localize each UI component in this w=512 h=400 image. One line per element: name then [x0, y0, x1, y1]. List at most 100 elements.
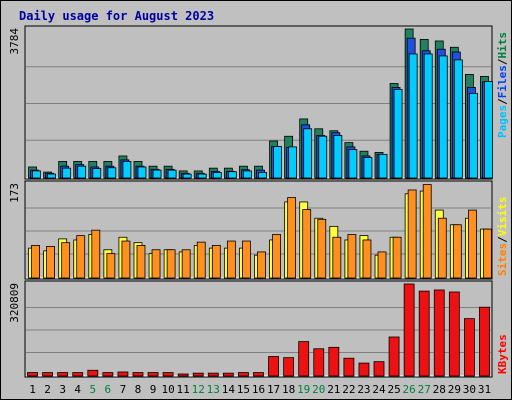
bar-visits-sites-day-12 — [196, 241, 206, 279]
bar-hits-pages-day-26 — [408, 53, 418, 179]
bar-kbytes-kbytes-day-5 — [87, 369, 99, 377]
x-tick-label-day-10: 10 — [161, 383, 174, 396]
bar-hits-pages-day-1 — [32, 170, 41, 179]
bar-kbytes-kbytes-day-13 — [207, 372, 219, 377]
bar-kbytes-kbytes-day-19 — [298, 341, 310, 377]
bar-kbytes-kbytes-day-14 — [222, 372, 234, 377]
bar-kbytes-kbytes-day-16 — [253, 372, 264, 377]
legend-item-files: Files — [496, 65, 509, 98]
bar-visits-sites-day-24 — [377, 251, 387, 279]
legend-item-visits: Visits — [496, 197, 509, 237]
bar-visits-sites-day-18 — [287, 197, 297, 279]
bar-visits-sites-day-17 — [272, 234, 281, 279]
x-tick-label-day-3: 3 — [59, 383, 66, 396]
x-tick-label-day-11: 11 — [177, 383, 190, 396]
bar-kbytes-kbytes-day-6 — [102, 372, 114, 377]
x-tick-label-day-25: 25 — [387, 383, 400, 396]
legend-kbytes: KBytes — [496, 334, 509, 374]
chart-title: Daily usage for August 2023 — [19, 9, 214, 23]
bar-kbytes-kbytes-day-21 — [328, 346, 340, 377]
bar-visits-sites-day-6 — [106, 253, 116, 279]
bar-kbytes-kbytes-day-1 — [27, 372, 38, 377]
x-tick-label-day-2: 2 — [44, 383, 51, 396]
bar-hits-pages-day-25 — [393, 89, 403, 179]
bar-hits-pages-day-22 — [348, 149, 358, 179]
bar-kbytes-kbytes-day-8 — [132, 372, 144, 377]
x-tick-label-day-19: 19 — [297, 383, 310, 396]
bar-kbytes-kbytes-day-7 — [117, 371, 129, 377]
bar-kbytes-kbytes-day-22 — [343, 357, 355, 377]
bar-hits-pages-day-3 — [62, 167, 72, 179]
bar-kbytes-kbytes-day-24 — [373, 361, 385, 377]
x-tick-label-day-4: 4 — [74, 383, 81, 396]
x-tick-label-day-18: 18 — [282, 383, 295, 396]
x-tick-label-day-30: 30 — [463, 383, 476, 396]
bar-visits-sites-day-15 — [242, 240, 251, 279]
bar-hits-pages-day-4 — [77, 165, 87, 179]
max-label-hits: 3784 — [8, 28, 21, 55]
bar-hits-pages-day-18 — [288, 146, 298, 179]
bar-visits-sites-day-7 — [121, 240, 131, 279]
bar-hits-pages-day-20 — [318, 135, 328, 179]
bar-visits-sites-day-16 — [257, 251, 266, 279]
bar-visits-sites-day-8 — [136, 244, 146, 279]
legend-separator: / — [496, 236, 509, 243]
bar-hits-pages-day-6 — [107, 167, 117, 179]
bar-kbytes-kbytes-day-9 — [147, 372, 159, 377]
bar-kbytes-kbytes-day-25 — [388, 336, 400, 377]
bar-hits-pages-day-9 — [152, 169, 162, 179]
bar-kbytes-kbytes-day-27 — [418, 290, 430, 377]
x-tick-label-day-8: 8 — [135, 383, 142, 396]
bar-hits-pages-day-30 — [469, 92, 478, 179]
bar-hits-pages-day-11 — [182, 173, 192, 179]
bar-kbytes-kbytes-day-20 — [313, 348, 325, 377]
x-tick-label-day-29: 29 — [448, 383, 461, 396]
x-tick-label-day-20: 20 — [312, 383, 325, 396]
bar-hits-pages-day-31 — [484, 81, 493, 179]
x-tick-label-day-26: 26 — [403, 383, 416, 396]
bar-visits-sites-day-23 — [362, 239, 372, 279]
bar-visits-sites-day-25 — [392, 236, 402, 279]
bar-visits-sites-day-10 — [166, 249, 176, 279]
bar-kbytes-kbytes-day-23 — [358, 362, 370, 377]
bar-kbytes-kbytes-day-31 — [479, 306, 490, 377]
bar-visits-sites-day-14 — [226, 240, 236, 279]
bar-visits-sites-day-28 — [437, 217, 447, 279]
bar-visits-sites-day-11 — [181, 249, 191, 279]
x-tick-label-day-9: 9 — [150, 383, 157, 396]
bar-hits-pages-day-5 — [92, 168, 102, 179]
legend-item-hits: Hits — [496, 32, 509, 59]
bar-visits-sites-day-2 — [46, 246, 55, 279]
legend-item-pages: Pages — [496, 105, 509, 138]
max-label-kbytes: 320809 — [8, 283, 21, 323]
bar-hits-pages-day-8 — [137, 166, 147, 179]
bar-visits-sites-day-1 — [31, 244, 40, 279]
x-tick-label-day-28: 28 — [433, 383, 446, 396]
bar-visits-sites-day-4 — [76, 235, 86, 279]
bar-visits-sites-day-29 — [452, 224, 462, 279]
bar-hits-pages-day-15 — [243, 170, 252, 179]
bar-kbytes-kbytes-day-17 — [268, 356, 279, 377]
x-tick-label-day-13: 13 — [207, 383, 220, 396]
bar-hits-pages-day-2 — [47, 173, 56, 179]
bar-kbytes-kbytes-day-4 — [72, 372, 84, 377]
bar-hits-pages-day-28 — [438, 55, 448, 179]
x-tick-label-day-7: 7 — [120, 383, 127, 396]
bar-kbytes-kbytes-day-29 — [448, 291, 460, 377]
bar-kbytes-kbytes-day-28 — [433, 289, 445, 377]
bar-hits-pages-day-27 — [423, 53, 433, 179]
legend-hits: Pages/Files/Hits — [496, 32, 509, 138]
x-tick-label-day-6: 6 — [105, 383, 112, 396]
bar-visits-sites-day-3 — [61, 242, 71, 279]
bar-kbytes-kbytes-day-30 — [464, 318, 475, 377]
bar-kbytes-kbytes-day-3 — [57, 372, 69, 377]
bar-visits-sites-day-20 — [317, 218, 327, 279]
x-tick-label-day-27: 27 — [418, 383, 431, 396]
bar-hits-pages-day-21 — [333, 135, 343, 179]
legend-separator: / — [496, 58, 509, 65]
legend-item-sites: Sites — [496, 243, 509, 276]
x-tick-label-day-14: 14 — [222, 383, 236, 396]
bar-visits-sites-day-26 — [407, 189, 417, 279]
x-tick-label-day-21: 21 — [327, 383, 340, 396]
